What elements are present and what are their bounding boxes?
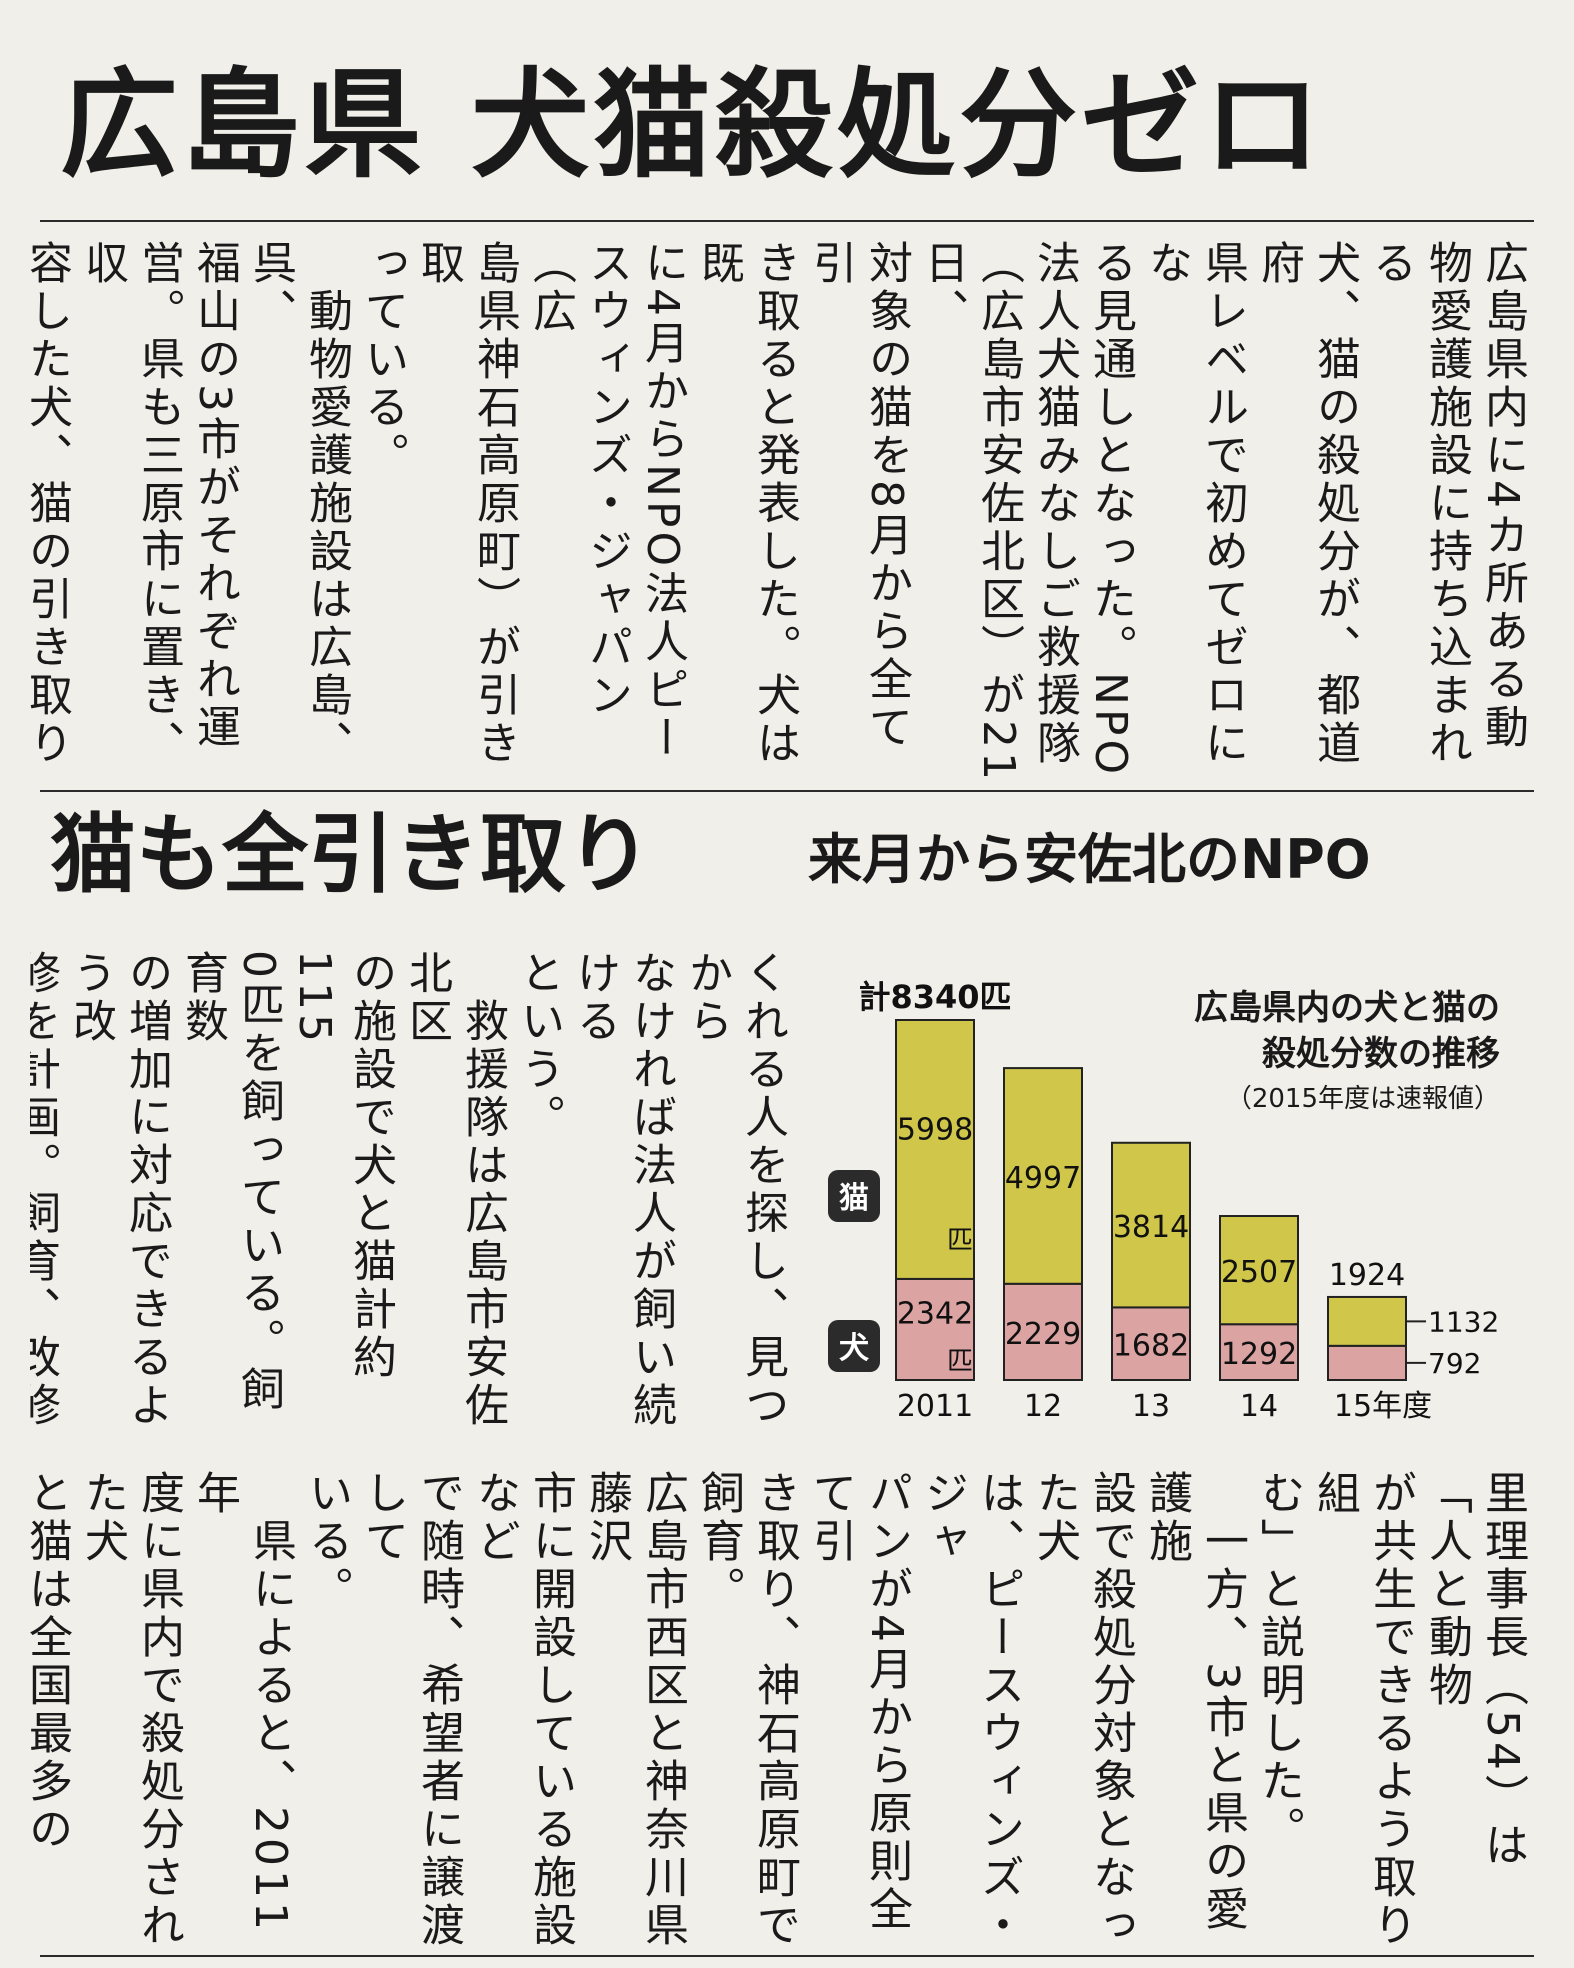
headline: 広島県 犬猫殺処分ゼロ [60,56,1326,194]
middle-column-line: くれる人を探し、見つから [681,950,788,1430]
x-tick-label: 14 [1240,1389,1278,1424]
lower-column-line: む」と説明した。 [1253,1470,1304,1854]
legend-cat-label: 猫 [839,1181,869,1216]
lower-column-line: 市に開設している施設など [469,1470,576,1950]
upper-column-line: （広島市安佐北区）が21日、 [917,240,1024,784]
bar-cat [1327,1295,1407,1347]
lower-column-line: いる。 [301,1470,352,1614]
article-body-upper: 広島県内に4カ所ある動 物愛護施設に持ち込まれる 犬、猫の殺処分が、都道府 県レベルで… [30,240,1530,785]
upper-column-line: 福山の3市がそれぞれ運 [189,240,240,752]
cat-value-label: 5998 [897,1112,973,1147]
chart-title-line1: 広島県内の犬と猫の [1194,988,1500,1028]
upper-column-line: 動物愛護施設は広島、呉、 [245,240,352,768]
lower-column-line: 県によると、2011年 [189,1470,296,1934]
bar-cat [1003,1067,1083,1285]
bottom-rule [40,1955,1534,1957]
upper-column-line: 物愛護施設に持ち込まれる [1365,240,1472,768]
cat-value-label: 2507 [1221,1255,1297,1290]
upper-column-line: る見通しとなった。NPO [1085,240,1136,779]
lower-column-line: 度に県内で殺処分された犬 [77,1470,184,1950]
subheadline: 猫も全引き取り [50,805,652,905]
middle-column-line: という。 [513,950,564,1142]
lower-column-line: で随時、希望者に譲渡して [357,1470,464,1950]
cat-value-label: 1132 [1428,1305,1499,1338]
cat-value-label: 3814 [1113,1210,1189,1245]
upper-column-line: き取ると発表した。犬は既 [693,240,800,768]
legend-dog-badge [828,1320,880,1372]
upper-column-line: 県レベルで初めてゼロにな [1141,240,1248,768]
lower-column-line: パンが4月から原則全て引 [805,1470,912,1934]
x-tick-label: 2011 [897,1389,973,1424]
total-value-label: 1924 [1329,1258,1405,1293]
dog-value-label: 2342 [897,1296,973,1331]
middle-column-line: 修を計画。飼育、改修費は [30,950,60,1430]
bar-cat [1111,1141,1191,1309]
lower-column-line: き取り、神石高原町で飼育。 [693,1470,800,1950]
section-rule [40,790,1534,792]
x-tick-label: 13 [1132,1389,1170,1424]
middle-column-line: 0匹を飼っている。飼育数 [177,950,284,1414]
unit-label: 匹 [947,1226,973,1256]
bar-cat [1219,1215,1299,1326]
middle-column-line: の施設で犬と猫計約115 [289,950,396,1382]
middle-column-line: なければ法人が飼い続ける [569,950,676,1430]
dog-value-label: 1292 [1221,1337,1297,1372]
upper-column-line: 広島県内に4カ所ある動 [1477,240,1528,752]
dog-value-label: 792 [1428,1347,1481,1380]
article-text-upper: 広島県内に4カ所ある動 物愛護施設に持ち込まれる 犬、猫の殺処分が、都道府 県レベルで… [30,240,1530,785]
article-body-middle: くれる人を探し、見つから なければ法人が飼い続ける という。 救援隊は広島市安佐北区… [30,950,790,1450]
x-tick-label: 12 [1024,1389,1062,1424]
chart-panel: 広島県内の犬と猫の 殺処分数の推移 （2015年度は速報値） 5998 2342 2… [820,960,1520,1450]
upper-column-line: 島県神石高原町）が引き取 [413,240,520,768]
legend-cat-badge [828,1170,880,1222]
article-body-lower: 里理事長（54）は「人と動物 が共生できるよう取り組 む」と説明した。 一方、3市と… [30,1470,1530,1950]
unit-label: 匹 [947,1347,973,1377]
upper-column-line: 対象の猫を8月から全て引 [805,240,912,752]
upper-column-line: スウィンズ・ジャパン（広 [525,240,632,720]
bar-dog [1327,1344,1407,1382]
lower-column-line: が共生できるよう取り組 [1309,1470,1416,1950]
legend-dog-label: 犬 [839,1331,869,1366]
upper-column-line: 法人犬猫みなしご救援隊 [1029,240,1080,768]
subheadline-kicker: 来月から安佐北のNPO [808,828,1371,891]
total-label: 計8340匹 [858,978,1011,1016]
lower-column-line: 設で殺処分対象となった犬 [1029,1470,1136,1950]
lower-column-line: と猫は全国最多の8340 [30,1470,72,1854]
chart-title-line2: 殺処分数の推移 [1262,1034,1500,1074]
lower-column-line: 広島市西区と神奈川県藤沢 [581,1470,688,1950]
lower-column-line: 里理事長（54）は「人と動物 [1421,1470,1528,1870]
middle-column-line: の増加に対応できるよう改 [65,950,172,1430]
headline-rule [40,220,1534,222]
lower-column-line: は、ピースウィンズ・ジャ [917,1470,1024,1950]
upper-column-line: 犬、猫の殺処分が、都道府 [1253,240,1360,768]
x-tick-label: 15年度 [1334,1389,1432,1424]
article-text-middle: くれる人を探し、見つから なければ法人が飼い続ける という。 救援隊は広島市安佐北区… [30,950,790,1450]
cat-value-label: 4997 [1005,1161,1081,1196]
dog-value-label: 2229 [1005,1317,1081,1352]
upper-column-line: っている。 [357,240,408,480]
chart-svg: 5998 2342 2011 4997 2229 12 3814 1682 13 2507 1292… [828,978,1499,1424]
lower-column-line: 一方、3市と県の愛護施 [1141,1470,1248,1934]
dog-value-label: 1682 [1113,1329,1189,1364]
middle-column-line: 救援隊は広島市安佐北区 [401,950,508,1430]
upper-column-line: 営。県も三原市に置き、収 [77,240,184,768]
upper-column-line: 容した犬、猫の引き取り手 [30,240,72,768]
article-text-lower: 里理事長（54）は「人と動物 が共生できるよう取り組 む」と説明した。 一方、3市と… [30,1470,1530,1950]
bar-cat [895,1019,975,1280]
upper-column-line: に4月からNPO法人ピー [637,240,688,763]
chart-note: （2015年度は速報値） [1225,1084,1500,1114]
